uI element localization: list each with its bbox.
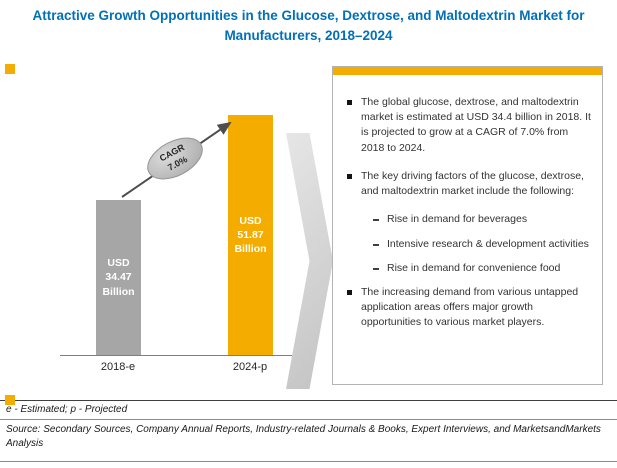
sub-bullet-text: Intensive research & development activit…: [387, 237, 589, 250]
divider: [0, 461, 617, 462]
bar-2018: USD 34.47 Billion: [96, 200, 141, 355]
footer-note: e - Estimated; p - Projected: [6, 404, 128, 415]
divider: [0, 419, 617, 420]
panel-accent-bar: [333, 67, 602, 75]
dash-bullet-icon: [373, 267, 379, 270]
chevron-arrow-icon: [286, 133, 333, 389]
corner-marker-bottom: [5, 395, 15, 405]
dash-bullet-icon: [373, 243, 379, 246]
sub-bullet-item: Rise in demand for convenience food: [373, 261, 591, 276]
divider: [0, 400, 617, 401]
footer-source: Source: Secondary Sources, Company Annua…: [6, 424, 601, 449]
bullet-item: The increasing demand from various untap…: [347, 285, 591, 331]
bullet-text: The global glucose, dextrose, and maltod…: [361, 96, 591, 154]
bullet-square-icon: [347, 100, 352, 105]
page-title: Attractive Growth Opportunities in the G…: [32, 8, 585, 44]
x-label-2024: 2024-p: [232, 361, 268, 373]
bullet-square-icon: [347, 173, 352, 179]
sub-bullet-text: Rise in demand for beverages: [387, 213, 528, 226]
corner-marker-top: [5, 64, 15, 74]
x-label-2018: 2018-e: [100, 361, 136, 373]
insights-panel: The global glucose, dextrose, and maltod…: [332, 66, 603, 385]
bullet-text: The increasing demand from various untap…: [361, 285, 579, 329]
dash-bullet-icon: [373, 219, 379, 222]
panel-content: The global glucose, dextrose, and maltod…: [333, 75, 602, 331]
sub-bullet-item: Intensive research & development activit…: [373, 237, 591, 252]
bullet-square-icon: [347, 289, 352, 295]
sub-bullet-item: Rise in demand for beverages: [373, 212, 591, 227]
bar-2024: USD 51.87 Billion: [228, 115, 273, 355]
bullet-item: The global glucose, dextrose, and maltod…: [347, 95, 591, 156]
cagr-ellipse: CAGR 7.0%: [140, 128, 210, 189]
x-axis-line: [60, 355, 292, 356]
bullet-text: The key driving factors of the glucose, …: [361, 169, 584, 198]
sub-bullet-text: Rise in demand for convenience food: [387, 261, 561, 274]
bullet-item: The key driving factors of the glucose, …: [347, 169, 591, 199]
